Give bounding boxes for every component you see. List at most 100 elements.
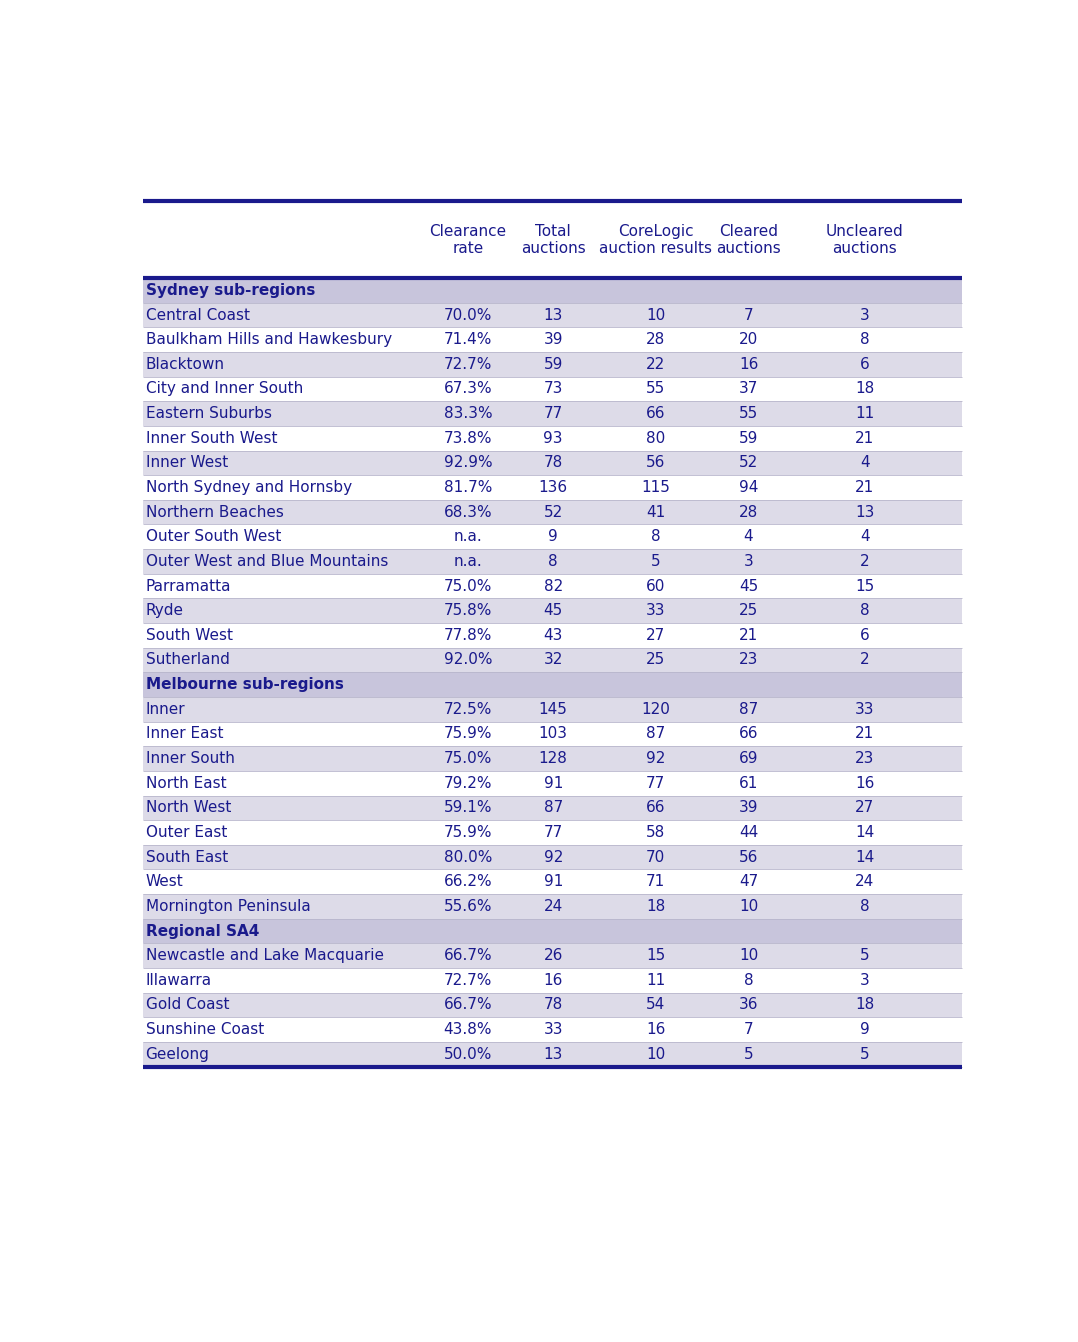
- Text: 93: 93: [543, 431, 563, 446]
- Text: 43: 43: [543, 628, 563, 643]
- Text: Geelong: Geelong: [146, 1047, 209, 1062]
- Text: Sunshine Coast: Sunshine Coast: [146, 1023, 264, 1037]
- Text: Outer West and Blue Mountains: Outer West and Blue Mountains: [146, 554, 388, 569]
- Text: 10: 10: [738, 899, 758, 914]
- Text: 5: 5: [744, 1047, 754, 1062]
- Text: 20: 20: [738, 333, 758, 348]
- Text: 16: 16: [855, 776, 874, 790]
- Text: 92.9%: 92.9%: [444, 455, 493, 471]
- Text: 54: 54: [646, 997, 665, 1012]
- Bar: [142, 451, 963, 475]
- Bar: [142, 623, 963, 648]
- Text: 6: 6: [860, 628, 870, 643]
- Text: 16: 16: [646, 1023, 665, 1037]
- Text: 10: 10: [738, 949, 758, 964]
- Text: 52: 52: [738, 455, 758, 471]
- Text: auctions: auctions: [716, 242, 780, 256]
- Text: 71.4%: 71.4%: [444, 333, 493, 348]
- Text: 75.9%: 75.9%: [444, 825, 493, 840]
- Text: 32: 32: [543, 652, 563, 667]
- Bar: [142, 968, 963, 993]
- Text: 47: 47: [738, 874, 758, 890]
- Bar: [142, 475, 963, 499]
- Text: auction results: auction results: [599, 242, 713, 256]
- Bar: [142, 993, 963, 1017]
- Bar: [142, 327, 963, 352]
- Text: 18: 18: [646, 899, 665, 914]
- Text: 66: 66: [646, 407, 665, 421]
- Text: 71: 71: [646, 874, 665, 890]
- Text: City and Inner South: City and Inner South: [146, 381, 303, 396]
- Text: 21: 21: [855, 431, 874, 446]
- Text: 80.0%: 80.0%: [444, 849, 493, 864]
- Text: Eastern Suburbs: Eastern Suburbs: [146, 407, 272, 421]
- Text: 50.0%: 50.0%: [444, 1047, 493, 1062]
- Text: 78: 78: [543, 997, 563, 1012]
- Bar: [142, 845, 963, 870]
- Text: 87: 87: [543, 800, 563, 816]
- Text: 72.5%: 72.5%: [444, 702, 493, 717]
- Text: 25: 25: [646, 652, 665, 667]
- Text: 75.8%: 75.8%: [444, 603, 493, 619]
- Text: 23: 23: [855, 752, 874, 766]
- Text: 22: 22: [646, 357, 665, 372]
- Text: 16: 16: [738, 357, 758, 372]
- Text: Inner East: Inner East: [146, 726, 223, 741]
- Text: 128: 128: [539, 752, 568, 766]
- Text: 68.3%: 68.3%: [444, 505, 493, 519]
- Text: 28: 28: [646, 333, 665, 348]
- Text: 4: 4: [860, 529, 870, 545]
- Text: 136: 136: [539, 480, 568, 495]
- Bar: [142, 672, 963, 696]
- Bar: [142, 377, 963, 401]
- Text: 5: 5: [860, 949, 870, 964]
- Text: Cleared: Cleared: [719, 224, 778, 239]
- Text: 66: 66: [646, 800, 665, 816]
- Text: auctions: auctions: [521, 242, 585, 256]
- Text: 13: 13: [543, 307, 563, 322]
- Text: 55: 55: [738, 407, 758, 421]
- Text: Melbourne sub-regions: Melbourne sub-regions: [146, 678, 344, 692]
- Text: Clearance: Clearance: [429, 224, 507, 239]
- Bar: [142, 525, 963, 549]
- Text: 44: 44: [738, 825, 758, 840]
- Text: West: West: [146, 874, 183, 890]
- Bar: [142, 894, 963, 919]
- Text: 66.7%: 66.7%: [444, 997, 493, 1012]
- Text: 77.8%: 77.8%: [444, 628, 493, 643]
- Text: 8: 8: [860, 333, 870, 348]
- Text: 52: 52: [543, 505, 563, 519]
- Text: 21: 21: [738, 628, 758, 643]
- Bar: [142, 648, 963, 672]
- Bar: [142, 722, 963, 746]
- Text: 80: 80: [646, 431, 665, 446]
- Text: 13: 13: [855, 505, 874, 519]
- Text: n.a.: n.a.: [454, 554, 482, 569]
- Text: 25: 25: [738, 603, 758, 619]
- Text: 6: 6: [860, 357, 870, 372]
- Text: 72.7%: 72.7%: [444, 357, 493, 372]
- Bar: [142, 770, 963, 796]
- Text: 39: 39: [738, 800, 758, 816]
- Text: 59: 59: [543, 357, 563, 372]
- Text: 72.7%: 72.7%: [444, 973, 493, 988]
- Text: 5: 5: [651, 554, 661, 569]
- Text: 26: 26: [543, 949, 563, 964]
- Text: 70.0%: 70.0%: [444, 307, 493, 322]
- Text: Inner South: Inner South: [146, 752, 235, 766]
- Text: 79.2%: 79.2%: [444, 776, 493, 790]
- Text: Northern Beaches: Northern Beaches: [146, 505, 284, 519]
- Text: 11: 11: [855, 407, 874, 421]
- Text: 55.6%: 55.6%: [444, 899, 493, 914]
- Text: Newcastle and Lake Macquarie: Newcastle and Lake Macquarie: [146, 949, 384, 964]
- Text: CoreLogic: CoreLogic: [618, 224, 693, 239]
- Text: 75.0%: 75.0%: [444, 752, 493, 766]
- Text: North Sydney and Hornsby: North Sydney and Hornsby: [146, 480, 351, 495]
- Text: North East: North East: [146, 776, 226, 790]
- Text: Illawarra: Illawarra: [146, 973, 211, 988]
- Bar: [142, 499, 963, 525]
- Text: 8: 8: [744, 973, 754, 988]
- Bar: [142, 870, 963, 894]
- Text: 33: 33: [646, 603, 665, 619]
- Text: 45: 45: [543, 603, 563, 619]
